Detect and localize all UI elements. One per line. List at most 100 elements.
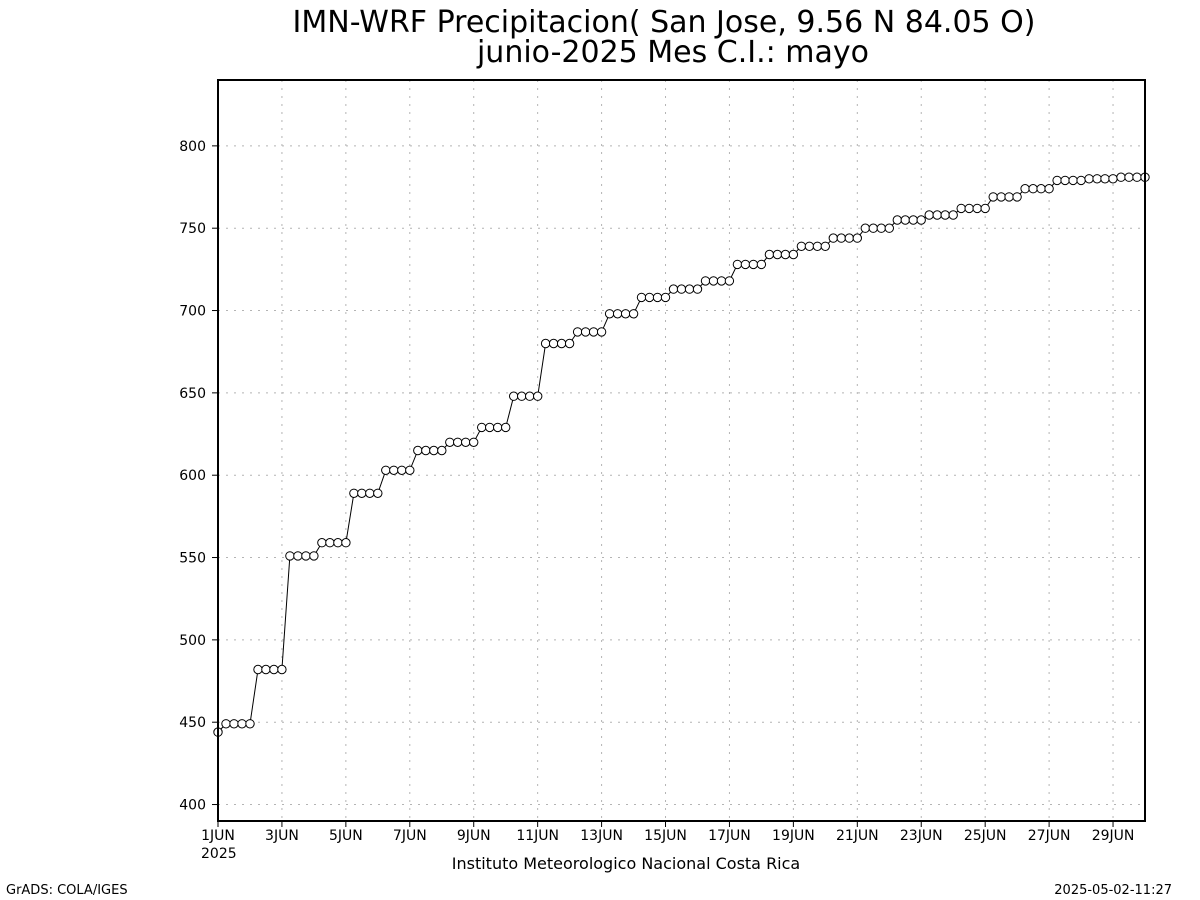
data-point bbox=[812, 241, 823, 252]
data-point bbox=[580, 327, 591, 337]
data-point bbox=[453, 437, 463, 447]
data-point bbox=[540, 338, 551, 349]
data-point bbox=[1004, 192, 1014, 202]
x-tick-label: 3JUN bbox=[265, 828, 299, 844]
data-point bbox=[716, 276, 727, 286]
data-point bbox=[964, 203, 974, 214]
data-point bbox=[509, 391, 519, 401]
data-point bbox=[469, 437, 479, 447]
data-point bbox=[1108, 174, 1118, 184]
data-point bbox=[437, 445, 447, 456]
y-tick-label: 750 bbox=[179, 221, 206, 237]
data-point bbox=[293, 551, 303, 561]
data-point bbox=[1028, 184, 1038, 194]
data-point bbox=[940, 210, 950, 220]
data-point bbox=[636, 292, 647, 303]
x-tick-label: 27JUN bbox=[1028, 828, 1071, 844]
data-point bbox=[525, 391, 535, 401]
data-point bbox=[1132, 172, 1142, 182]
data-point bbox=[980, 203, 990, 214]
data-point bbox=[684, 284, 695, 294]
x-tick-label: 21JUN bbox=[836, 828, 879, 844]
data-point bbox=[357, 488, 367, 498]
x-tick-label: 15JUN bbox=[644, 828, 687, 844]
y-tick-label: 450 bbox=[179, 715, 206, 731]
x-tick-label: 1JUN bbox=[201, 828, 235, 844]
data-point bbox=[780, 249, 791, 260]
data-point bbox=[884, 223, 894, 233]
data-point bbox=[900, 215, 910, 225]
data-point bbox=[381, 465, 391, 475]
data-point bbox=[820, 241, 830, 252]
x-tick-label: 7JUN bbox=[393, 828, 427, 844]
data-point bbox=[788, 249, 799, 260]
data-point bbox=[572, 327, 583, 337]
data-point bbox=[1092, 174, 1102, 184]
x-tick-label: 25JUN bbox=[964, 828, 1007, 844]
footer-left-label: GrADS: COLA/IGES bbox=[6, 883, 128, 898]
data-point bbox=[708, 276, 719, 286]
y-tick-label: 500 bbox=[179, 633, 206, 649]
data-point bbox=[317, 538, 327, 548]
data-point bbox=[844, 233, 854, 243]
data-point bbox=[764, 249, 775, 260]
data-point bbox=[548, 338, 559, 349]
data-point bbox=[916, 215, 926, 225]
x-tick-label: 17JUN bbox=[708, 828, 751, 844]
grid-lines bbox=[217, 80, 1145, 821]
data-point bbox=[1068, 175, 1078, 186]
data-point bbox=[413, 445, 423, 456]
data-point bbox=[972, 203, 982, 214]
data-point bbox=[1084, 174, 1094, 184]
data-point bbox=[852, 233, 862, 243]
y-tick-label: 550 bbox=[179, 551, 206, 567]
data-point bbox=[620, 309, 631, 319]
x-tick-label: 23JUN bbox=[900, 828, 943, 844]
data-point bbox=[772, 249, 783, 260]
data-point bbox=[325, 538, 335, 548]
data-point bbox=[1012, 192, 1022, 202]
data-point bbox=[1044, 184, 1054, 194]
data-point bbox=[732, 259, 743, 270]
data-point bbox=[493, 422, 503, 433]
data-point bbox=[796, 241, 807, 252]
x-tick-label: 19JUN bbox=[772, 828, 815, 844]
data-point bbox=[501, 422, 511, 433]
data-point bbox=[533, 391, 543, 401]
data-point bbox=[1020, 184, 1030, 194]
data-point bbox=[756, 259, 767, 270]
data-point bbox=[405, 465, 415, 475]
data-point bbox=[1100, 174, 1110, 184]
data-point bbox=[748, 259, 759, 270]
data-point bbox=[660, 292, 671, 303]
x-tick-label: 5JUN bbox=[329, 828, 363, 844]
data-point bbox=[429, 445, 439, 456]
data-point bbox=[365, 488, 375, 498]
data-point bbox=[948, 210, 958, 220]
series-line bbox=[217, 176, 1145, 733]
y-tick-label: 800 bbox=[179, 139, 206, 155]
data-point bbox=[892, 215, 902, 225]
data-point bbox=[692, 284, 703, 294]
data-point bbox=[245, 719, 255, 729]
data-point bbox=[836, 233, 846, 243]
data-point bbox=[644, 292, 655, 303]
data-point bbox=[828, 233, 838, 243]
data-point bbox=[397, 465, 407, 475]
x-axis-year-label: 2025 bbox=[201, 846, 237, 862]
data-point bbox=[1076, 175, 1086, 186]
data-point bbox=[628, 309, 639, 319]
data-point bbox=[269, 664, 279, 675]
data-point bbox=[740, 259, 751, 270]
data-point bbox=[237, 719, 247, 729]
data-point bbox=[724, 276, 735, 286]
data-point bbox=[445, 437, 455, 447]
data-point bbox=[277, 664, 287, 675]
data-point bbox=[612, 309, 623, 319]
data-point bbox=[996, 192, 1006, 202]
x-tick-label: 11JUN bbox=[516, 828, 559, 844]
data-point bbox=[860, 223, 870, 233]
data-point bbox=[588, 327, 599, 337]
data-point bbox=[988, 192, 998, 202]
data-point bbox=[868, 223, 878, 233]
